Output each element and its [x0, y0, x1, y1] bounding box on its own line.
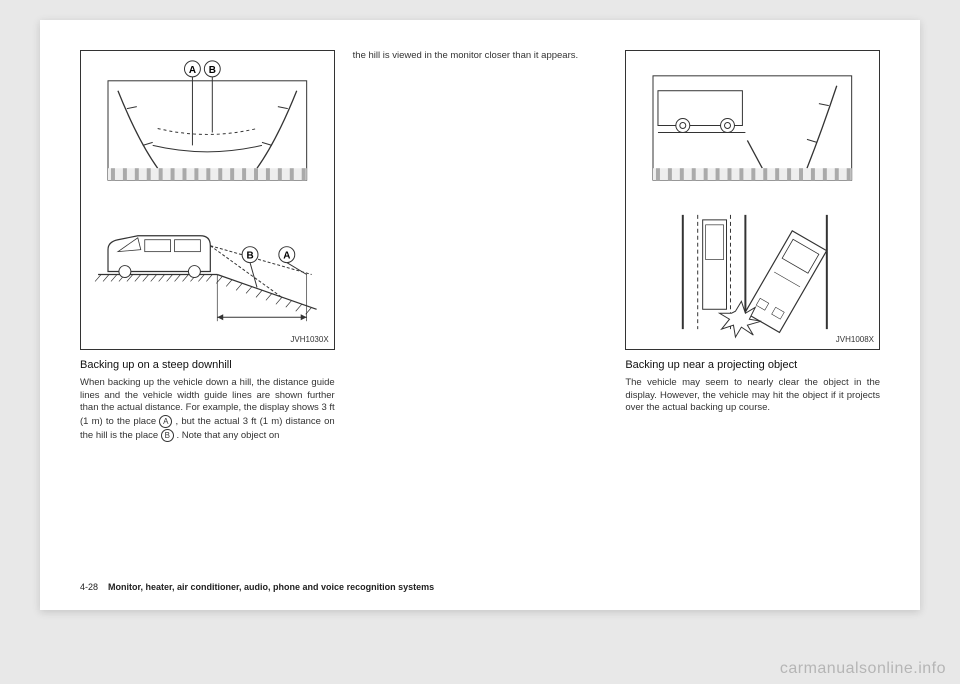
figure-2-svg: [626, 51, 879, 349]
inline-label-b: B: [161, 429, 174, 442]
svg-text:A: A: [283, 251, 290, 262]
col2-body: the hill is viewed in the monitor closer…: [353, 50, 608, 63]
watermark: carmanualsonline.info: [780, 660, 946, 678]
svg-text:A: A: [189, 65, 196, 76]
figure-1-id: JVH1030X: [290, 335, 328, 346]
col1-body: When backing up the vehicle down a hill,…: [80, 377, 335, 443]
figure-2: JVH1008X: [625, 50, 880, 350]
col1-subhead: Backing up on a steep downhill: [80, 358, 335, 373]
svg-text:B: B: [246, 251, 253, 262]
col1-body-p3: . Note that any object on: [176, 430, 279, 441]
column-container: A B: [80, 50, 880, 545]
svg-text:B: B: [209, 65, 216, 76]
col3-subhead: Backing up near a projecting object: [625, 358, 880, 373]
figure-1-svg: A B: [81, 51, 334, 349]
column-3: JVH1008X Backing up near a projecting ob…: [625, 50, 880, 545]
column-2: the hill is viewed in the monitor closer…: [353, 50, 608, 545]
column-1: A B: [80, 50, 335, 545]
manual-page: A B: [40, 20, 920, 610]
page-footer: 4-28 Monitor, heater, air conditioner, a…: [80, 582, 434, 592]
inline-label-a: A: [159, 415, 172, 428]
col3-body: The vehicle may seem to nearly clear the…: [625, 377, 880, 415]
footer-page-num: 4-28: [80, 582, 98, 592]
footer-section: Monitor, heater, air conditioner, audio,…: [108, 582, 434, 592]
figure-1: A B: [80, 50, 335, 350]
figure-2-id: JVH1008X: [836, 335, 874, 346]
